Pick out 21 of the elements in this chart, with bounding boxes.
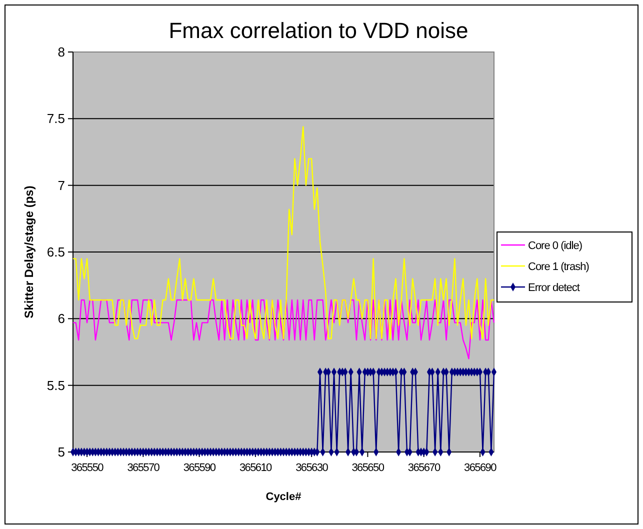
y-tick-label: 6 — [58, 311, 65, 326]
legend-label: Core 1 (trash) — [528, 260, 589, 273]
x-tick-label: 365610 — [239, 462, 272, 474]
y-tick-label: 7 — [58, 178, 65, 193]
y-axis-title: Skitter Delay/stage (ps) — [22, 186, 36, 318]
y-tick-label: 5.5 — [46, 378, 65, 393]
y-tick-label: 7.5 — [46, 111, 65, 126]
x-tick-label: 365690 — [464, 462, 497, 474]
x-tick-label: 365650 — [352, 462, 384, 474]
x-tick-label: 365590 — [183, 462, 216, 474]
x-tick-label: 365570 — [127, 462, 160, 474]
y-tick-label: 8 — [58, 44, 65, 60]
x-tick-label: 365550 — [71, 462, 104, 474]
x-tick-label: 365670 — [408, 462, 440, 474]
y-tick-label: 5 — [58, 444, 65, 460]
y-tick-label: 6.5 — [46, 244, 65, 260]
legend-label: Core 0 (idle) — [528, 240, 582, 252]
x-axis-title: Cycle# — [266, 491, 302, 503]
x-tick-label: 365630 — [296, 462, 328, 474]
legend-label: Error detect — [528, 282, 580, 294]
chart-title: Fmax correlation to VDD noise — [168, 18, 468, 43]
